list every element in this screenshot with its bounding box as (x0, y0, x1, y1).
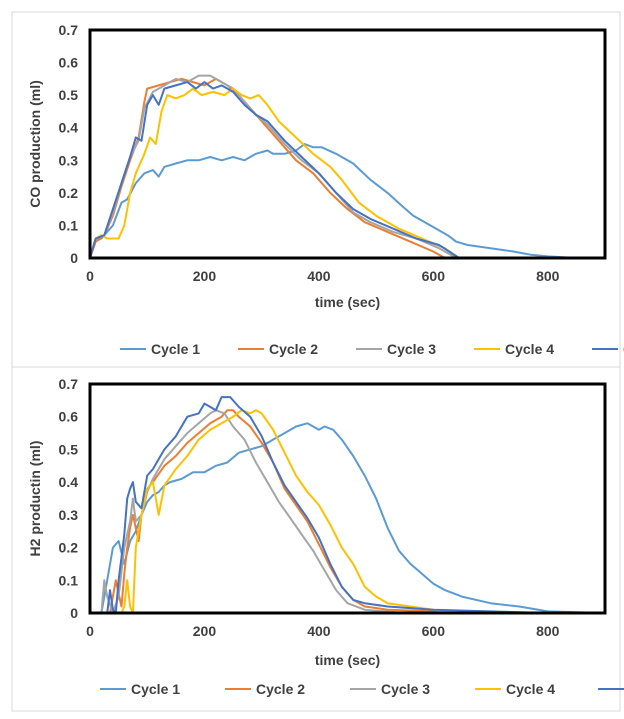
series-line-cycle-4 (89, 87, 461, 259)
series-line-cycle-5 (89, 81, 461, 259)
series-line-cycle-1 (89, 143, 578, 259)
y-tick-label: 0.2 (59, 185, 79, 201)
y-tick-label: 0.5 (59, 441, 79, 457)
y-tick-label: 0.6 (59, 409, 79, 425)
legend-label-cycle-4: Cycle 4 (505, 341, 554, 357)
plot-frame (88, 28, 607, 260)
y-tick-label: 0.7 (59, 376, 79, 392)
y-tick-label: 0.1 (59, 572, 79, 588)
y-tick-label: 0.4 (59, 120, 79, 136)
y-tick-label: 0.3 (59, 507, 79, 523)
legend-label-cycle-1: Cycle 1 (151, 341, 200, 357)
legend-label-cycle-2: Cycle 2 (256, 681, 305, 697)
legend-label-cycle-3: Cycle 3 (381, 681, 430, 697)
y-tick-label: 0.2 (59, 540, 79, 556)
x-tick-label: 400 (307, 623, 331, 639)
legend-label-cycle-1: Cycle 1 (131, 681, 180, 697)
x-tick-label: 200 (193, 268, 217, 284)
x-tick-label: 0 (86, 268, 94, 284)
x-tick-label: 400 (307, 268, 331, 284)
series-line-cycle-2 (89, 409, 463, 614)
x-tick-label: 800 (536, 268, 560, 284)
y-tick-label: 0.7 (59, 22, 79, 38)
chart-1: 0 0.1 0.2 0.3 0.4 0.5 0.6 0.7 0 200 400 600 800 time … (11, 11, 624, 369)
x-tick-label: 800 (536, 623, 560, 639)
x-tick-label: 200 (193, 623, 217, 639)
x-axis-title: time (sec) (315, 294, 380, 310)
y-tick-label: 0.4 (59, 474, 79, 490)
y-tick-label: 0.3 (59, 152, 79, 168)
chart-2: 0 0.1 0.2 0.3 0.4 0.5 0.6 0.7 0 200 400 600 800 time … (11, 366, 624, 712)
y-axis-title: CO production (ml) (27, 80, 43, 208)
series-line-cycle-3 (89, 409, 406, 614)
chart-area-border (11, 11, 621, 369)
series-line-cycle-5 (89, 396, 549, 614)
legend-label-cycle-3: Cycle 3 (387, 341, 436, 357)
x-tick-label: 0 (86, 623, 94, 639)
series-line-cycle-4 (89, 409, 458, 614)
x-tick-label: 600 (422, 268, 446, 284)
x-tick-label: 600 (422, 623, 446, 639)
legend-label-cycle-2: Cycle 2 (269, 341, 318, 357)
y-tick-label: 0 (70, 250, 78, 266)
y-axis-title: H2 productin (ml) (27, 441, 43, 557)
legend-label-cycle-4: Cycle 4 (506, 681, 555, 697)
x-axis-title: time (sec) (315, 652, 380, 668)
y-tick-label: 0.6 (59, 55, 79, 71)
y-tick-label: 0 (70, 605, 78, 621)
plot-frame (88, 382, 607, 615)
y-tick-label: 0.1 (59, 217, 79, 233)
y-tick-label: 0.5 (59, 87, 79, 103)
